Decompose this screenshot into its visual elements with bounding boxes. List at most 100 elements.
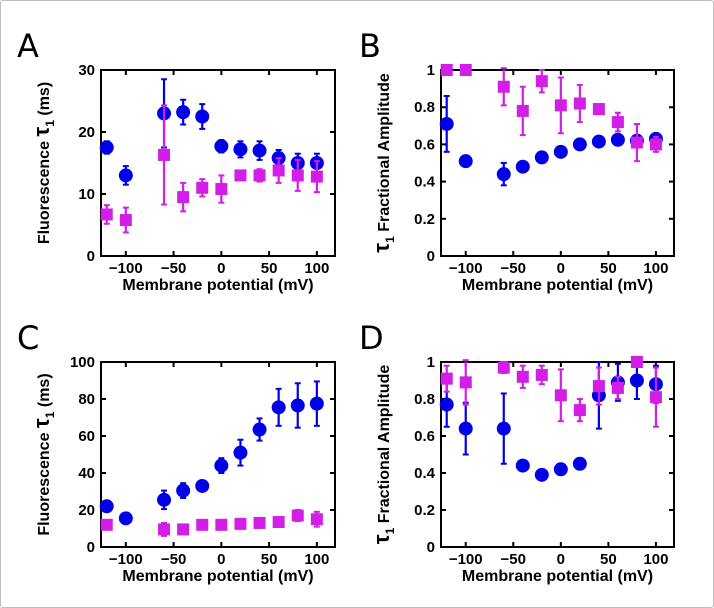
x-tick-label: −50	[161, 551, 186, 568]
data-point-square	[234, 169, 247, 182]
y-tick-label: 0.4	[414, 174, 436, 191]
y-tick-label: 0	[427, 248, 435, 265]
data-point-circle	[157, 492, 172, 507]
data-point-square	[291, 509, 304, 522]
data-point-square	[535, 368, 548, 381]
x-tick-label: −100	[449, 551, 483, 568]
y-label-part: τ	[29, 418, 54, 428]
y-tick-label: 0.8	[414, 99, 435, 116]
y-label-subscript: 1	[43, 120, 57, 127]
data-point-square	[630, 136, 643, 149]
data-point-circle	[534, 150, 549, 165]
data-point-circle	[214, 139, 229, 154]
data-point-square	[253, 169, 266, 182]
data-point-square	[272, 516, 285, 529]
data-point-circle	[515, 159, 530, 174]
series-blue-circles	[99, 78, 324, 186]
data-point-square	[497, 80, 510, 93]
data-point-circle	[629, 373, 644, 388]
data-point-square	[459, 376, 472, 389]
data-point-circle	[553, 462, 568, 477]
data-point-square	[649, 138, 662, 151]
data-point-square	[554, 389, 567, 402]
data-point-circle	[118, 511, 133, 526]
x-tick-label: 0	[557, 551, 565, 568]
x-tick-label: 50	[600, 260, 617, 277]
panel-letter: B	[359, 27, 381, 65]
y-label-part: Fluorescence	[36, 137, 53, 245]
data-point-circle	[271, 400, 286, 415]
y-label-part: (ms)	[36, 373, 53, 411]
data-point-square	[535, 75, 548, 88]
series-magenta-squares	[440, 356, 662, 428]
data-point-circle	[233, 445, 248, 460]
x-tick-label: −50	[501, 551, 526, 568]
data-point-square	[497, 361, 510, 374]
y-tick-label: 0	[87, 539, 95, 556]
y-label-subscript: 1	[383, 236, 397, 243]
data-point-circle	[309, 396, 324, 411]
y-tick-label: 0	[427, 539, 435, 556]
x-tick-label: −100	[449, 260, 483, 277]
data-point-circle	[534, 467, 549, 482]
data-point-circle	[118, 168, 133, 183]
data-point-circle	[496, 167, 511, 182]
data-point-square	[215, 183, 228, 196]
y-tick-label: 0.2	[414, 502, 435, 519]
data-point-circle	[214, 458, 229, 473]
data-point-square	[611, 116, 624, 129]
panel-letter: D	[359, 319, 384, 357]
data-point-circle	[176, 105, 191, 120]
data-point-square	[177, 191, 190, 204]
data-point-square	[100, 518, 113, 531]
data-point-square	[196, 181, 209, 194]
x-tick-label: 100	[643, 551, 668, 568]
data-point-square	[310, 513, 323, 526]
data-point-circle	[290, 398, 305, 413]
y-tick-label: 1	[427, 62, 435, 79]
data-point-circle	[99, 499, 114, 514]
data-point-circle	[496, 421, 511, 436]
data-point-square	[649, 391, 662, 404]
y-axis-label: Fluorescence τ1 (ms)	[29, 373, 57, 535]
x-tick-label: −100	[109, 260, 143, 277]
data-point-circle	[195, 478, 210, 493]
data-point-square	[196, 518, 209, 531]
x-axis-label: Membrane potential (mV)	[462, 568, 653, 585]
y-tick-label: 100	[70, 354, 95, 371]
y-label-part: τ	[369, 534, 394, 544]
data-point-square	[291, 169, 304, 182]
data-point-square	[573, 404, 586, 417]
data-point-circle	[458, 421, 473, 436]
x-tick-label: 0	[217, 260, 225, 277]
data-point-square	[592, 380, 605, 393]
x-tick-label: 100	[643, 260, 668, 277]
y-tick-label: 80	[78, 391, 95, 408]
x-tick-label: 100	[304, 260, 329, 277]
series-magenta-squares	[440, 64, 662, 163]
data-point-circle	[553, 144, 568, 159]
series-magenta-squares	[100, 509, 323, 537]
data-point-square	[516, 104, 529, 117]
x-tick-label: 50	[261, 551, 278, 568]
data-point-circle	[591, 134, 606, 149]
data-point-square	[100, 208, 113, 221]
x-tick-label: −50	[161, 260, 186, 277]
x-tick-label: 100	[304, 551, 329, 568]
data-point-square	[592, 103, 605, 116]
data-point-square	[177, 523, 190, 536]
data-point-square	[516, 370, 529, 383]
y-axis-label: Fluorescence τ1 (ms)	[29, 82, 57, 244]
y-tick-label: 0.2	[414, 211, 435, 228]
data-point-circle	[195, 109, 210, 124]
y-tick-label: 0	[87, 248, 95, 265]
y-label-part: (ms)	[36, 82, 53, 120]
x-tick-label: −50	[501, 260, 526, 277]
data-point-square	[573, 97, 586, 110]
data-point-circle	[176, 483, 191, 498]
x-axis-label: Membrane potential (mV)	[462, 277, 653, 294]
data-point-circle	[439, 116, 454, 131]
y-tick-label: 40	[78, 465, 95, 482]
data-point-square	[630, 356, 643, 368]
